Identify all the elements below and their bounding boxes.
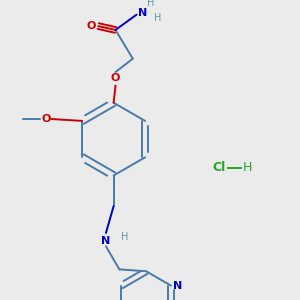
Text: O: O — [41, 114, 50, 124]
Text: N: N — [101, 236, 111, 246]
Text: O: O — [87, 21, 96, 31]
Text: N: N — [173, 280, 182, 291]
Text: H: H — [122, 232, 129, 242]
Text: Cl: Cl — [212, 161, 226, 174]
Text: H: H — [147, 0, 155, 8]
Text: H: H — [243, 161, 252, 174]
Text: O: O — [111, 73, 120, 83]
Text: H: H — [154, 14, 161, 23]
Text: N: N — [138, 8, 147, 18]
